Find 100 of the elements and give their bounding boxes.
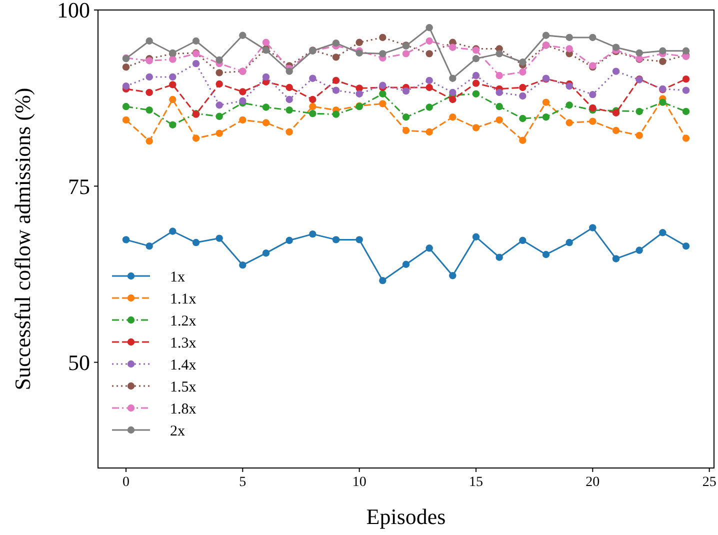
point (146, 73, 153, 81)
point (239, 97, 246, 104)
x-tick-label: 10 (352, 475, 366, 490)
point (449, 114, 456, 121)
point (472, 72, 480, 80)
point (309, 110, 316, 118)
point (519, 114, 526, 122)
point (216, 102, 223, 109)
point (519, 136, 526, 144)
point (192, 134, 200, 142)
point (216, 112, 223, 120)
point (192, 60, 200, 68)
point (472, 233, 480, 240)
point (332, 40, 340, 47)
point (542, 114, 550, 121)
y-axis-title: Successful coflow admissions (%) (10, 88, 35, 390)
legend-label: 1.2x (170, 313, 197, 330)
point (426, 50, 433, 58)
point (216, 130, 223, 137)
point (566, 238, 573, 246)
legend-label: 1.5x (170, 379, 197, 396)
point (356, 38, 363, 46)
point (262, 38, 270, 46)
point (496, 254, 503, 261)
point (169, 81, 176, 88)
point (239, 116, 246, 124)
point (496, 72, 503, 80)
point (146, 88, 153, 96)
point (309, 74, 316, 82)
point (122, 63, 130, 71)
point (496, 116, 503, 124)
point (659, 229, 666, 236)
point (239, 261, 246, 269)
point (216, 234, 223, 242)
point (332, 54, 340, 61)
point (169, 73, 176, 81)
point (379, 90, 386, 98)
x-tick-label: 25 (702, 475, 716, 490)
point (472, 80, 480, 87)
point (239, 32, 246, 39)
y-tick-label: 75 (68, 174, 90, 199)
point (169, 121, 176, 128)
point (636, 49, 643, 57)
point (542, 32, 550, 39)
point (169, 96, 176, 104)
y-tick-label: 50 (68, 350, 90, 376)
point (566, 34, 573, 42)
point (402, 50, 410, 58)
point (682, 108, 690, 116)
x-tick-label: 5 (239, 475, 246, 490)
point (332, 86, 340, 94)
point (426, 24, 433, 32)
point (262, 249, 270, 257)
point (682, 134, 690, 142)
point (496, 50, 503, 58)
legend-label: 1.8x (170, 401, 197, 418)
point (169, 56, 176, 63)
point (402, 126, 410, 134)
point (426, 128, 433, 136)
point (636, 108, 643, 116)
point (612, 44, 620, 51)
y-tick-label: 100 (57, 0, 90, 23)
point (309, 230, 316, 238)
point (659, 58, 666, 66)
point (659, 98, 666, 106)
point (356, 49, 363, 57)
point (472, 90, 480, 98)
legend-label: 1x (170, 269, 186, 286)
point (286, 96, 293, 104)
x-tick-label: 0 (122, 475, 130, 490)
point (682, 47, 690, 54)
point (262, 104, 270, 111)
point (122, 116, 130, 124)
point (356, 236, 363, 244)
point (682, 75, 690, 83)
point (449, 44, 456, 51)
x-tick-label: 15 (469, 475, 483, 490)
point (216, 56, 223, 64)
point (449, 74, 456, 82)
point (402, 260, 410, 268)
point (122, 82, 130, 90)
point (566, 119, 573, 126)
point (332, 236, 340, 244)
point (379, 82, 386, 89)
legend-label: 1.4x (170, 357, 197, 374)
x-axis-title: Episodes (366, 504, 446, 529)
point (472, 124, 480, 132)
point (332, 76, 340, 84)
point (356, 90, 363, 98)
point (542, 250, 550, 258)
point (589, 34, 596, 42)
point (589, 118, 596, 125)
point (216, 69, 223, 76)
point (286, 84, 293, 92)
point (496, 102, 503, 110)
point (426, 244, 433, 252)
point (612, 68, 620, 75)
point (239, 88, 246, 96)
point (286, 106, 293, 114)
point (566, 82, 573, 90)
